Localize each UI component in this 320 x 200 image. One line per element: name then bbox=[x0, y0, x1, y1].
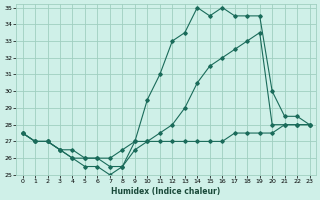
X-axis label: Humidex (Indice chaleur): Humidex (Indice chaleur) bbox=[111, 187, 221, 196]
